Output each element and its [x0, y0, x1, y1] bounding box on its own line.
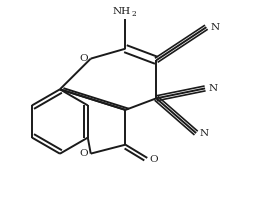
Text: 2: 2	[132, 10, 136, 18]
Text: N: N	[209, 84, 218, 93]
Text: O: O	[150, 155, 158, 164]
Text: N: N	[200, 129, 209, 138]
Text: N: N	[210, 23, 219, 32]
Text: NH: NH	[113, 7, 131, 16]
Text: O: O	[80, 54, 88, 63]
Text: O: O	[80, 149, 88, 158]
